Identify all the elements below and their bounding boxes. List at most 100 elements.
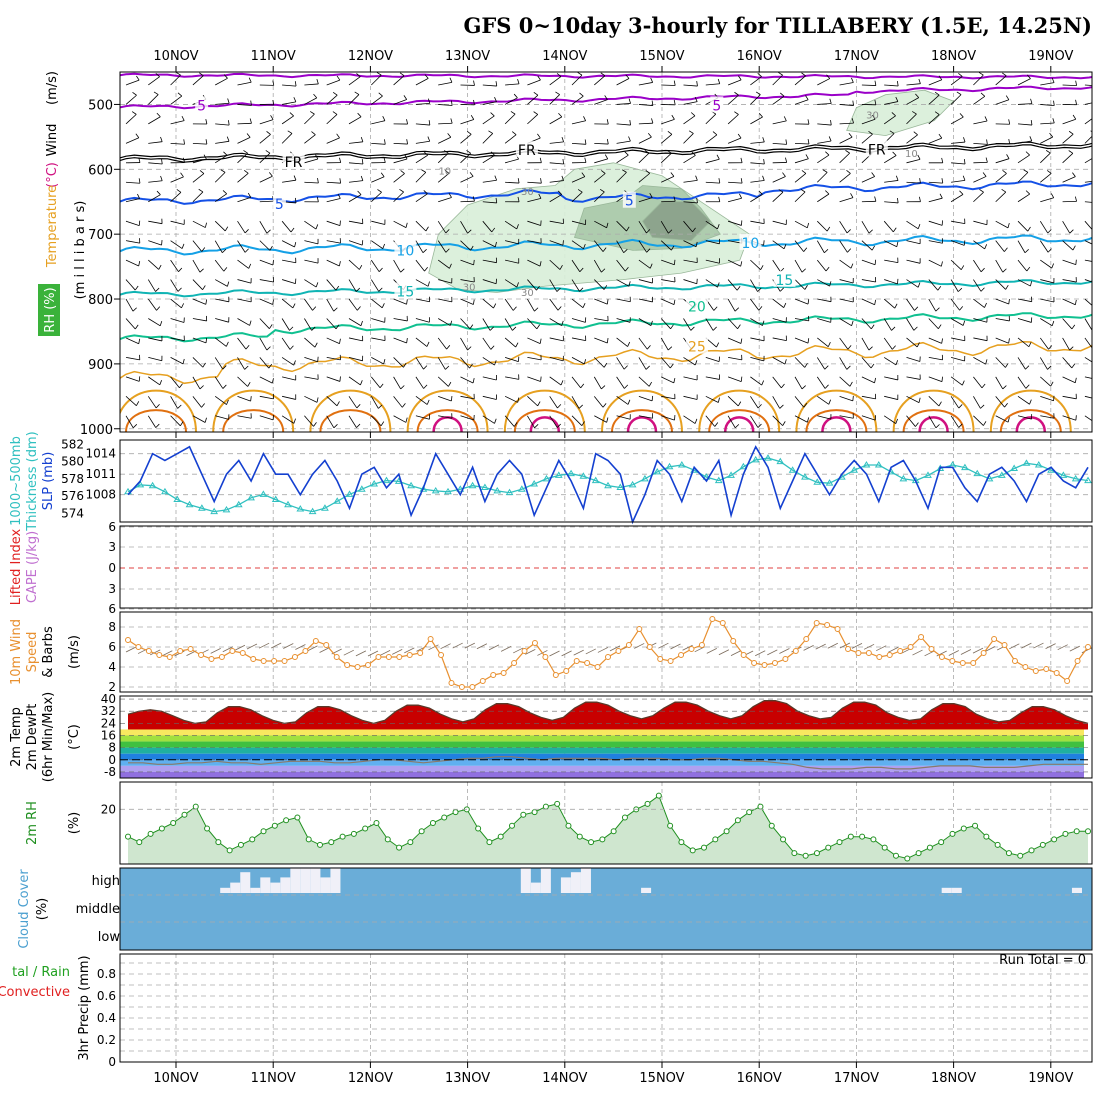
contour-minus10 [120,72,1092,80]
barb10m [912,649,923,656]
wind-barb-flag [339,157,342,163]
wind-barb-flag [849,381,853,387]
wind-barb [371,142,386,145]
wind-barb-flag [895,96,899,102]
wind-barb-flag [734,111,739,115]
wind-barb-flag [378,267,383,272]
wind-barb [616,395,629,405]
wind-barb-flag [807,139,810,145]
wind-barb [794,158,809,164]
wind-axis-label: Wind [45,124,60,157]
wind-barb [1084,118,1092,125]
wind-barb-flag [801,268,806,273]
wind-barb-flag [399,72,405,77]
barb10m [234,644,246,651]
wind-barb-flag [199,72,204,77]
wind-barb [348,76,361,86]
wind-barb-flag [648,381,652,387]
rh2m-marker [362,825,369,832]
wind-barb [973,279,982,292]
wind-barb [683,220,693,233]
wind10m-barbs [125,642,1093,657]
wind-barb [794,191,806,203]
wind-barb [438,279,452,284]
wind-barb-flag [1093,152,1096,156]
wind-barb-flag [600,72,606,77]
wind-barb-flag [1030,120,1033,126]
wind-barb [282,395,296,400]
barb10m [476,643,488,650]
wind10m-marker [531,640,538,646]
wind-barb-flag [829,98,832,104]
wind-barb-flag [913,131,918,136]
wind-barb [705,83,720,86]
thickness-marker [1034,461,1043,468]
cloud-bar [260,877,271,893]
wind-barb [638,298,653,303]
barb10m [888,646,899,653]
wind-barb-flag [538,193,542,199]
wind-barb-flag [801,170,807,174]
wind-barb [906,298,915,311]
wind-barb-flag [1007,417,1010,423]
wind-barb [817,154,830,164]
wind-barb-flag [376,72,382,76]
wind10m-marker [761,662,768,668]
wind-barb [638,259,651,269]
wind-barb-flag [153,91,159,95]
wind-barb-flag [624,151,629,156]
wind-barb [282,179,297,183]
wind-barb [660,220,669,234]
tick-label: 3 [108,582,116,596]
wind-barb-flag [758,190,763,195]
wind-barb-flag [266,131,271,135]
wind-barb-flag [379,383,384,389]
wind-barb-flag [763,240,765,246]
wind-barb-flag [895,360,899,366]
wind-barb-flag [800,188,806,193]
barb10m [1033,642,1044,649]
wind-barb [772,95,785,105]
wind-barb [995,142,1010,145]
wind-barb-flag [739,193,743,199]
thickness-marker [517,485,526,492]
wind-barb [950,318,964,326]
wind-barb-flag [293,97,297,103]
wind-barb-flag [272,99,275,106]
barb10m [876,645,887,652]
wind-barb-flag [803,403,808,408]
rh2m-marker [170,820,177,826]
wind-barb [883,337,893,350]
wind-barb-flag [984,116,988,122]
wind-barb [995,191,1007,203]
wind-barb [215,318,229,323]
wind-barb [638,279,653,284]
wind-barb [259,259,274,266]
wind-barb [1084,220,1092,230]
wind-barb [683,84,698,87]
temp-band [120,735,1084,742]
wind-barb [683,115,696,125]
wind-barb-flag [961,380,965,386]
wind-barb [616,154,629,164]
wind-barb-flag [807,417,810,423]
wind-barb [259,337,268,351]
wind-barb [906,395,920,403]
wind-barb [884,240,897,248]
wind-barb-flag [761,380,765,386]
wind-barb [772,318,787,323]
rh2m-marker [847,833,854,840]
wind-barb-flag [915,93,920,98]
wind-barb [348,259,360,270]
wind-barb-flag [646,345,651,350]
wind-barb-flag [740,338,743,344]
thickness-marker [714,476,723,484]
boundary-layer-arc-35 [529,416,561,432]
thickness-marker [1059,471,1068,478]
wind-barb [928,79,942,86]
wind-barb-flag [495,197,498,203]
thickness-marker [173,495,182,503]
wind-barb-flag [583,243,586,249]
